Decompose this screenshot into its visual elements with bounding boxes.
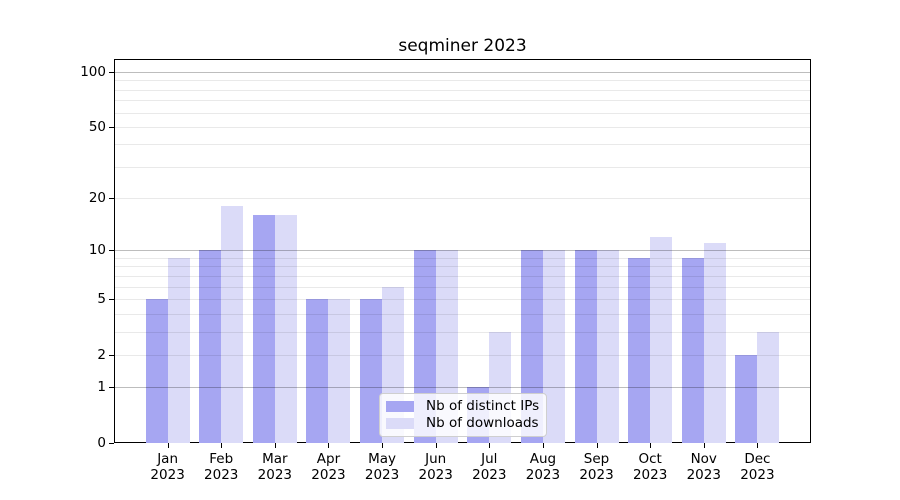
- x-tick-label: Jun 2023: [418, 451, 453, 483]
- x-tick-mark: [489, 443, 491, 448]
- legend-swatch-downloads-icon: [386, 418, 414, 430]
- bar-ips-mar: [252, 215, 275, 443]
- x-tick-mark: [650, 443, 652, 448]
- gridline-minor: [115, 298, 810, 300]
- y-tick-label: 0: [97, 435, 106, 451]
- gridline-minor: [115, 80, 810, 82]
- bar-downloads-sep: [596, 250, 619, 443]
- bar-downloads-mar: [274, 215, 297, 443]
- x-tick-label: Mar 2023: [257, 451, 293, 483]
- gridline-minor: [115, 313, 810, 315]
- y-tick-label: 2: [97, 346, 106, 363]
- bar-ips-may: [360, 298, 383, 443]
- gridline-minor: [115, 144, 810, 146]
- x-tick-mark: [221, 443, 223, 448]
- x-tick-label: Feb 2023: [204, 451, 239, 483]
- gridline-minor: [115, 126, 810, 128]
- x-tick-label: Aug 2023: [525, 451, 561, 483]
- bar-downloads-oct: [650, 236, 673, 443]
- gridline-minor: [115, 198, 810, 200]
- legend-label-downloads: Nb of downloads: [426, 415, 539, 432]
- x-tick-mark: [274, 443, 276, 448]
- bar-downloads-aug: [542, 250, 565, 443]
- gridline-major: [115, 72, 810, 73]
- gridline-minor: [115, 286, 810, 288]
- bar-ips-apr: [306, 298, 329, 443]
- gridline-minor: [115, 112, 810, 114]
- legend: Nb of distinct IPs Nb of downloads: [379, 393, 547, 437]
- x-tick-label: Nov 2023: [686, 451, 721, 483]
- bar-ips-oct: [628, 257, 651, 443]
- bar-downloads-nov: [703, 243, 726, 443]
- x-tick-mark: [167, 443, 169, 448]
- x-tick-label: May 2023: [364, 451, 400, 483]
- gridline-minor: [115, 275, 810, 277]
- bar-ips-sep: [574, 250, 597, 443]
- y-tick-label: 100: [80, 64, 106, 80]
- plot-area: [114, 59, 811, 443]
- x-tick-label: Apr 2023: [311, 451, 346, 483]
- y-tick-mark: [109, 443, 114, 444]
- x-tick-mark: [596, 443, 598, 448]
- x-tick-mark: [435, 443, 437, 448]
- x-tick-label: Oct 2023: [632, 451, 668, 483]
- gridline-minor: [115, 100, 810, 102]
- legend-item-distinct-ips: Nb of distinct IPs: [386, 397, 540, 414]
- y-tick-label: 10: [88, 242, 106, 259]
- gridline-major: [115, 250, 810, 252]
- gridline-minor: [115, 257, 810, 259]
- legend-label-distinct-ips: Nb of distinct IPs: [426, 397, 540, 414]
- gridline-minor: [115, 354, 810, 356]
- gridline-minor: [115, 166, 810, 168]
- bar-ips-dec: [735, 354, 758, 443]
- y-tick-label: 5: [97, 290, 106, 307]
- bar-ips-feb: [199, 250, 222, 443]
- x-tick-label: Sep 2023: [579, 451, 614, 483]
- bar-downloads-jan: [167, 257, 190, 443]
- y-tick-label: 20: [88, 190, 106, 207]
- legend-swatch-distinct-ips-icon: [386, 400, 414, 412]
- bar-ips-jan: [145, 298, 168, 443]
- y-tick-label: 50: [88, 118, 106, 135]
- legend-item-downloads: Nb of downloads: [386, 416, 540, 431]
- x-tick-label: Jul 2023: [472, 451, 507, 483]
- bar-downloads-apr: [328, 298, 351, 443]
- y-tick-label: 1: [97, 379, 106, 396]
- x-tick-mark: [703, 443, 705, 448]
- x-tick-label: Dec 2023: [740, 451, 775, 483]
- gridline-minor: [115, 266, 810, 268]
- chart-title: seqminer 2023: [398, 36, 527, 56]
- x-tick-mark: [542, 443, 544, 448]
- bar-ips-nov: [681, 257, 704, 443]
- bar-downloads-dec: [757, 331, 780, 443]
- x-tick-mark: [382, 443, 384, 448]
- x-tick-label: Jan 2023: [150, 451, 185, 483]
- x-tick-mark: [328, 443, 330, 448]
- x-tick-mark: [757, 443, 759, 448]
- gridline-minor: [115, 89, 810, 91]
- gridline-major: [115, 387, 810, 389]
- bar-downloads-feb: [221, 206, 244, 443]
- gridline-minor: [115, 331, 810, 333]
